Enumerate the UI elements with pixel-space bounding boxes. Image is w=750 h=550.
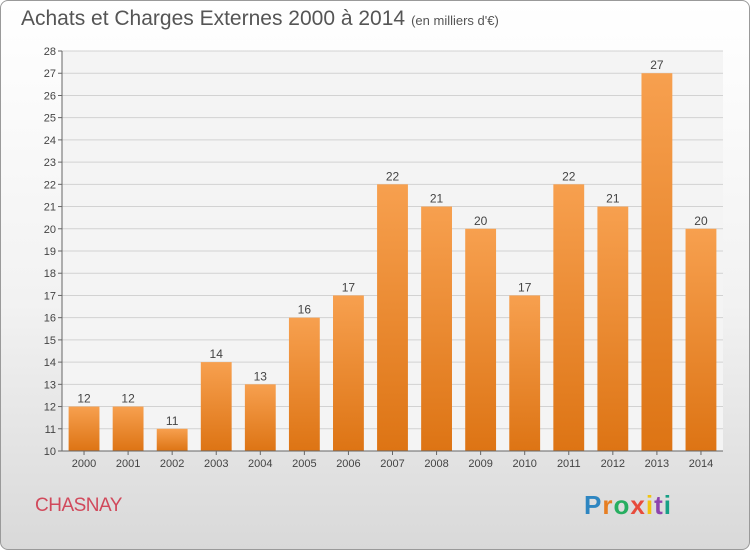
bar-2008 bbox=[421, 206, 452, 451]
bar-2009 bbox=[465, 228, 497, 451]
data-label-2003: 14 bbox=[210, 347, 224, 361]
data-label-2004: 13 bbox=[254, 369, 268, 383]
y-tick-label: 21 bbox=[44, 202, 56, 214]
x-tick-label-2014: 2014 bbox=[689, 458, 713, 470]
y-tick-label: 24 bbox=[44, 135, 56, 147]
data-label-2000: 12 bbox=[77, 392, 91, 406]
bar-2007 bbox=[377, 184, 408, 452]
y-tick-label: 12 bbox=[44, 402, 56, 414]
x-tick-label-2004: 2004 bbox=[248, 458, 272, 470]
y-tick-label: 19 bbox=[44, 246, 56, 258]
logo-letter: o bbox=[613, 490, 631, 520]
bar-2006 bbox=[333, 295, 364, 451]
x-tick-label-2011: 2011 bbox=[557, 458, 581, 470]
bar-2003 bbox=[200, 362, 232, 451]
logo-letter: i bbox=[645, 490, 655, 520]
data-label-2012: 21 bbox=[606, 192, 620, 206]
bar-2000 bbox=[68, 406, 100, 451]
logo-letter: t bbox=[654, 490, 664, 520]
data-label-2013: 27 bbox=[650, 58, 664, 72]
y-tick-label: 10 bbox=[44, 446, 56, 458]
data-label-2002: 11 bbox=[166, 414, 179, 428]
y-tick-label: 22 bbox=[44, 179, 56, 191]
y-tick-label: 16 bbox=[44, 313, 56, 325]
x-tick-label-2001: 2001 bbox=[116, 458, 140, 470]
y-tick-label: 15 bbox=[44, 335, 56, 347]
bar-2011 bbox=[553, 184, 585, 452]
y-tick-label: 14 bbox=[44, 357, 56, 369]
x-tick-label-2009: 2009 bbox=[468, 458, 492, 470]
data-label-2005: 16 bbox=[298, 303, 312, 317]
data-label-2014: 20 bbox=[694, 214, 708, 228]
x-tick-label-2005: 2005 bbox=[292, 458, 316, 470]
x-tick-label-2006: 2006 bbox=[336, 458, 360, 470]
x-tick-label-2000: 2000 bbox=[72, 458, 96, 470]
data-label-2009: 20 bbox=[474, 214, 488, 228]
x-tick-label-2013: 2013 bbox=[645, 458, 669, 470]
data-label-2006: 17 bbox=[342, 280, 356, 294]
axes: 10 11 12 13 14 15 16 17 18 19 20 21 22 23 24 25 26 27 28 20… bbox=[44, 46, 723, 470]
bar-2012 bbox=[597, 206, 629, 451]
y-tick-label: 11 bbox=[45, 424, 56, 436]
x-tick-label-2012: 2012 bbox=[601, 458, 625, 470]
city-name: CHASNAY bbox=[35, 495, 122, 516]
y-tick-label: 27 bbox=[44, 68, 56, 80]
logo-letter: P bbox=[584, 490, 603, 520]
chart-subtitle: (en milliers d'€) bbox=[411, 13, 499, 28]
bars: 12 12 11 14 13 16 17 22 21 20 17 22 21 27 20 bbox=[68, 58, 717, 452]
bar-2002 bbox=[156, 428, 188, 451]
y-tick-label: 28 bbox=[44, 46, 56, 58]
data-label-2007: 22 bbox=[386, 169, 400, 183]
bar-2001 bbox=[112, 406, 144, 451]
bar-2013 bbox=[641, 73, 673, 451]
chart-title-text: Achats et Charges Externes 2000 à 2014 bbox=[21, 7, 406, 30]
chart-title: Achats et Charges Externes 2000 à 2014 (e… bbox=[21, 7, 499, 31]
data-label-2001: 12 bbox=[121, 392, 135, 406]
x-tick-label-2002: 2002 bbox=[160, 458, 184, 470]
logo-letter: i bbox=[663, 490, 672, 520]
bar-2010 bbox=[509, 295, 541, 451]
y-tick-label: 23 bbox=[44, 157, 56, 169]
proxiti-logo[interactable]: Proxiti bbox=[584, 490, 672, 521]
data-label-2011: 22 bbox=[562, 169, 576, 183]
y-tick-label: 17 bbox=[44, 290, 56, 302]
logo-letter: r bbox=[602, 490, 614, 520]
bar-2004 bbox=[244, 384, 276, 451]
data-label-2008: 21 bbox=[430, 192, 444, 206]
y-tick-label: 20 bbox=[44, 224, 56, 236]
logo-letter: x bbox=[630, 490, 646, 520]
y-tick-label: 13 bbox=[44, 379, 56, 391]
bar-2005 bbox=[288, 317, 320, 451]
x-tick-label-2003: 2003 bbox=[204, 458, 228, 470]
y-tick-label: 26 bbox=[44, 90, 56, 102]
bar-2014 bbox=[685, 228, 717, 451]
data-label-2010: 17 bbox=[518, 280, 532, 294]
y-tick-label: 18 bbox=[44, 268, 56, 280]
y-tick-label: 25 bbox=[44, 113, 56, 125]
x-tick-label-2007: 2007 bbox=[380, 458, 404, 470]
x-tick-label-2010: 2010 bbox=[512, 458, 536, 470]
x-tick-label-2008: 2008 bbox=[424, 458, 448, 470]
